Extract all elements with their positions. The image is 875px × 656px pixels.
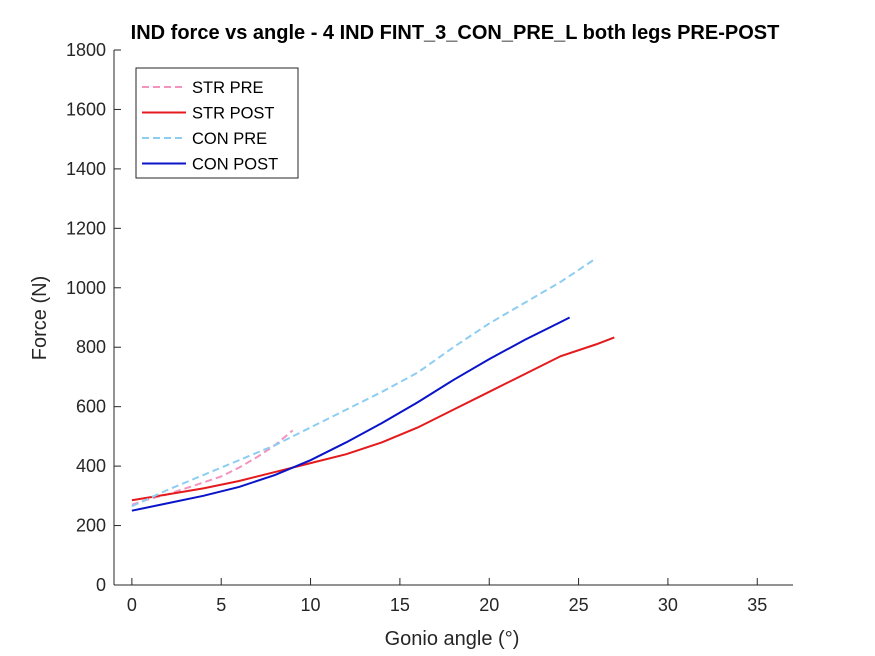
x-tick-label: 35 [747, 595, 767, 615]
y-tick-label: 1800 [66, 40, 106, 60]
x-axis-ticks: 0 5 10 15 20 25 30 35 [127, 578, 767, 615]
x-tick-label: 25 [569, 595, 589, 615]
legend-label-1: STR POST [192, 105, 275, 123]
y-tick-label: 400 [76, 456, 106, 476]
legend: STR PRE STR POST CON PRE CON POST [135, 67, 299, 179]
x-tick-label: 10 [301, 595, 321, 615]
y-tick-label: 800 [76, 337, 106, 357]
x-tick-label: 5 [216, 595, 226, 615]
x-axis-label: Gonio angle (°) [385, 628, 520, 650]
y-tick-label: 1600 [66, 99, 106, 119]
series-line-3 [131, 316, 571, 512]
x-tick-label: 20 [479, 595, 499, 615]
series-line-1 [131, 336, 615, 502]
y-tick-label: 0 [96, 575, 106, 595]
y-tick-label: 1400 [66, 159, 106, 179]
series-lines [131, 257, 615, 512]
legend-label-0: STR PRE [192, 79, 264, 97]
chart-title: IND force vs angle - 4 IND FINT_3_CON_PR… [131, 22, 780, 44]
legend-label-3: CON POST [192, 156, 278, 174]
axes [113, 50, 793, 586]
y-tick-label: 1000 [66, 278, 106, 298]
legend-label-2: CON PRE [192, 130, 267, 148]
y-tick-label: 200 [76, 516, 106, 536]
series-line-2 [131, 257, 598, 508]
x-tick-label: 0 [127, 595, 137, 615]
y-axis-ticks: 0 200 400 600 800 1000 1200 1400 1600 1800 [66, 40, 121, 595]
x-tick-label: 30 [658, 595, 678, 615]
legend-box [135, 67, 299, 179]
x-tick-label: 15 [390, 595, 410, 615]
y-axis-label: Force (N) [29, 276, 51, 360]
y-tick-label: 1200 [66, 218, 106, 238]
y-tick-label: 600 [76, 397, 106, 417]
